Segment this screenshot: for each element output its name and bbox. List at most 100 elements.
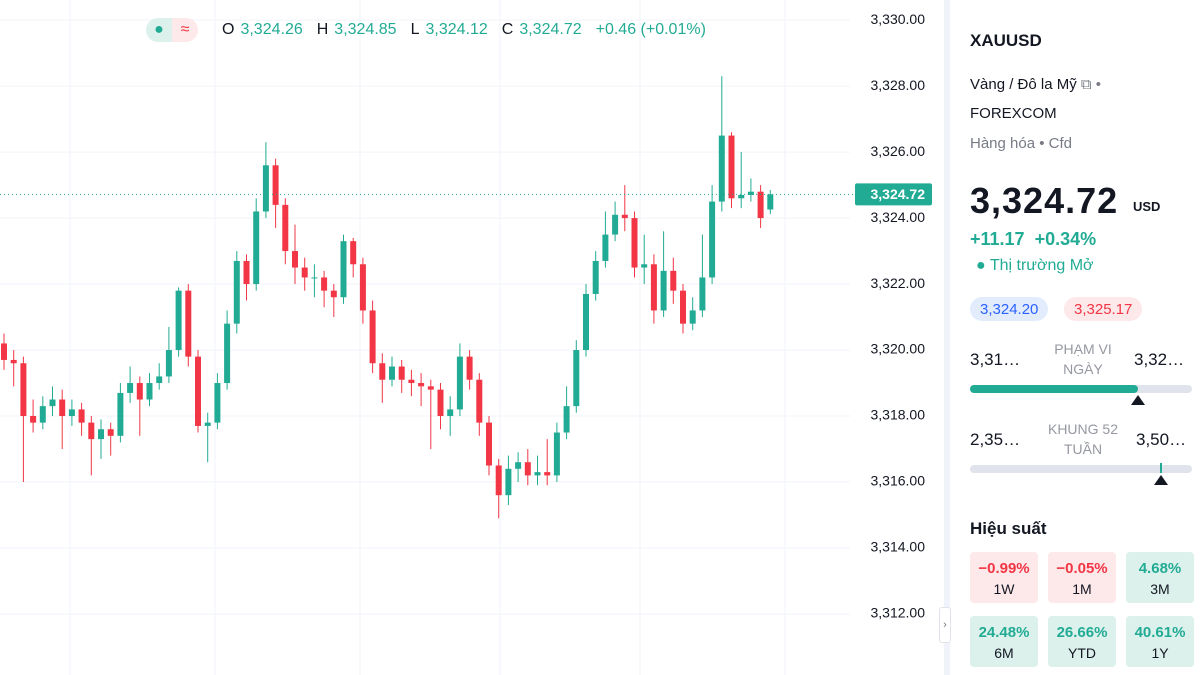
symbol: XAUUSD — [970, 31, 1042, 50]
candle-body — [418, 383, 425, 387]
candle-body — [233, 260, 240, 324]
candle-body — [650, 264, 657, 311]
candle-body — [195, 356, 201, 426]
candle-body — [39, 406, 46, 423]
candle-body — [612, 214, 619, 235]
performance-cell[interactable]: 24.48% 6M — [970, 616, 1038, 667]
performance-cell[interactable]: 4.68% 3M — [1126, 552, 1194, 603]
candle-body — [146, 383, 153, 400]
candle-body — [253, 211, 260, 285]
candle-body — [10, 359, 17, 364]
candle-body — [563, 406, 570, 433]
y-tick-label: 3,314.00 — [871, 539, 926, 555]
high-value: 3,324.85 — [334, 21, 397, 38]
close-value: 3,324.72 — [519, 21, 582, 38]
market-status: ● Thị trường Mở — [976, 257, 1094, 274]
candle-body — [699, 277, 706, 311]
close-label: C — [501, 21, 514, 38]
performance-period: 1Y — [1151, 645, 1169, 661]
candle-body — [689, 310, 696, 324]
candle-body — [583, 293, 589, 351]
candle-body — [505, 468, 512, 496]
candle-body — [728, 135, 735, 199]
performance-period: 1W — [993, 581, 1015, 597]
performance-value: 26.66% — [1056, 624, 1108, 641]
performance-value: −0.05% — [1056, 560, 1108, 577]
performance-period: YTD — [1068, 645, 1096, 661]
candle-body — [156, 376, 163, 384]
low-label: L — [410, 21, 420, 38]
candle-body — [204, 422, 211, 426]
candle-body — [602, 234, 609, 261]
price-change: +11.17 +0.34% — [970, 229, 1096, 250]
candle-body — [359, 264, 366, 311]
week-high: 3,50… — [1136, 430, 1187, 449]
candle-body — [515, 462, 522, 469]
candle-body — [592, 260, 599, 294]
performance-cell[interactable]: −0.05% 1M — [1048, 552, 1116, 603]
category-text: Hàng hóa — [970, 135, 1036, 152]
currency: USD — [1133, 199, 1161, 214]
candle-body — [718, 135, 725, 202]
performance-title: Hiệu suất — [970, 519, 1047, 538]
collapse-button[interactable]: › — [939, 607, 951, 643]
candle-body — [175, 290, 182, 351]
candle-body — [524, 462, 531, 476]
performance-value: 4.68% — [1138, 560, 1182, 577]
candle-body — [117, 392, 124, 436]
performance-cell[interactable]: −0.99% 1W — [970, 552, 1038, 603]
change-pct: +0.34% — [1034, 229, 1097, 249]
y-tick-label: 3,322.00 — [871, 275, 926, 291]
day-low: 3,31… — [970, 350, 1021, 369]
performance-value: −0.99% — [978, 560, 1030, 577]
exchange: FOREXCOM — [970, 105, 1057, 122]
open-label: O — [222, 21, 235, 38]
candle-body — [408, 379, 415, 384]
candle-body — [534, 472, 541, 476]
candle-body — [272, 165, 279, 205]
chart: 3,312.00 3,314.00 3,316.00 3,318.00 3,320.00… — [0, 0, 932, 675]
y-tick-label: 3,326.00 — [871, 143, 926, 159]
candle-body — [330, 290, 337, 298]
day-range-label: PHẠM VI NGÀY — [1054, 341, 1112, 377]
performance-cell[interactable]: 26.66% YTD — [1048, 616, 1116, 667]
candle-body — [709, 201, 716, 278]
y-tick-label: 3,324.00 — [871, 209, 926, 225]
candle-body — [379, 363, 386, 380]
week-low: 2,35… — [970, 430, 1021, 449]
day-high: 3,32… — [1134, 350, 1185, 369]
candle-body — [301, 267, 308, 278]
category: Hàng hóa • Cfd — [970, 135, 1072, 152]
candle-body — [466, 356, 473, 380]
candle-body — [573, 350, 580, 407]
candle-body — [98, 429, 104, 440]
candle-body — [292, 251, 298, 268]
candle-body — [30, 416, 37, 423]
week-range-bar — [970, 463, 1192, 485]
candle-body — [214, 383, 221, 423]
candle-body — [243, 260, 250, 285]
candle-body — [447, 409, 454, 417]
candle-body — [437, 389, 444, 417]
performance-period: 3M — [1150, 581, 1170, 597]
week-range-label: KHUNG 52 TUẦN — [1047, 421, 1119, 457]
candle-body — [738, 194, 745, 199]
open-value: 3,324.26 — [240, 21, 303, 38]
indicator-toggle[interactable]: ● ≈ — [146, 18, 198, 42]
candle-body — [68, 409, 75, 417]
candle-body — [544, 472, 551, 476]
candle-body — [1, 343, 7, 360]
y-tick-label: 3,330.00 — [871, 11, 926, 27]
candle-body — [78, 409, 85, 423]
candle-body — [340, 241, 347, 298]
candle-body — [476, 379, 483, 423]
candle-body — [369, 310, 376, 364]
candle-body — [641, 264, 648, 268]
performance-cell[interactable]: 40.61% 1Y — [1126, 616, 1194, 667]
candle-body — [311, 277, 318, 279]
performance-value: 40.61% — [1134, 624, 1186, 641]
candle-body — [350, 241, 357, 265]
candle-body — [621, 214, 628, 219]
candle-body — [398, 366, 405, 380]
